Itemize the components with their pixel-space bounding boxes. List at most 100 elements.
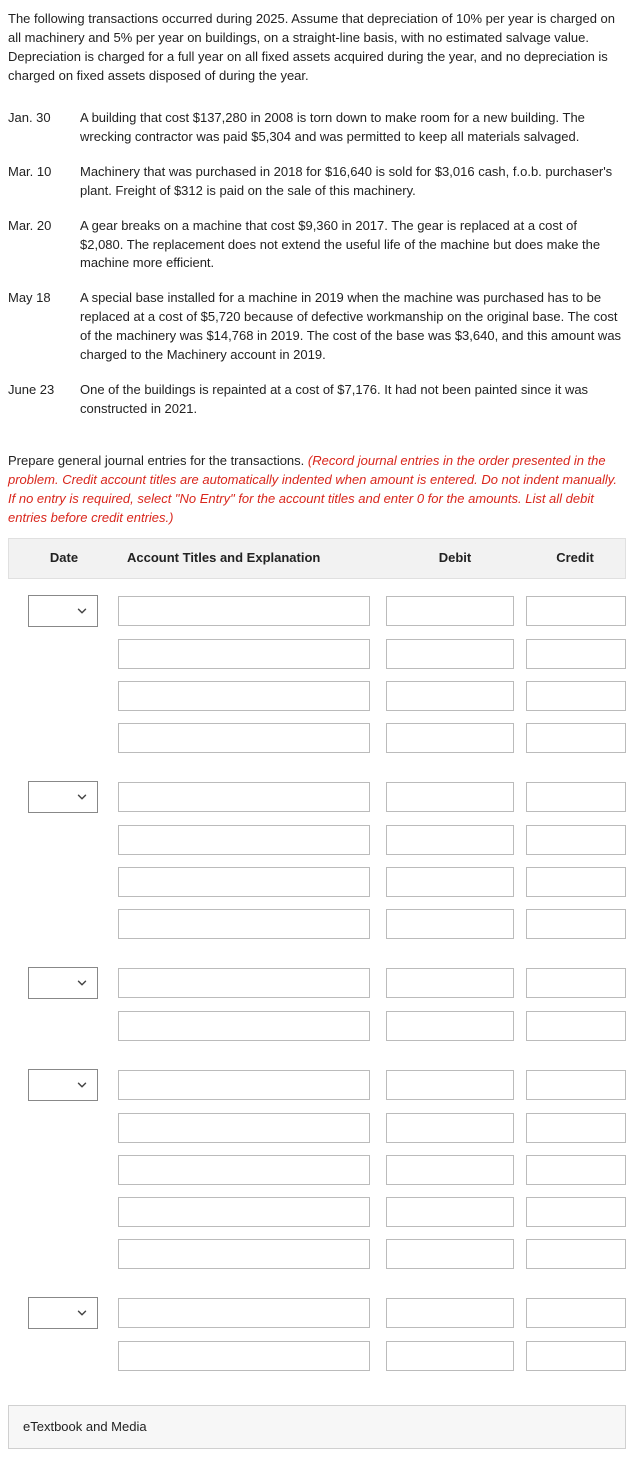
credit-input[interactable] [526,681,626,711]
transaction-row: Mar. 20A gear breaks on a machine that c… [8,211,626,284]
chevron-down-icon [75,604,89,618]
journal-header-row: Date Account Titles and Explanation Debi… [8,538,626,579]
journal-row [8,633,626,675]
credit-input[interactable] [526,1011,626,1041]
account-title-input[interactable] [118,596,370,626]
journal-row [8,1107,626,1149]
chevron-down-icon [75,790,89,804]
date-select[interactable] [28,967,98,999]
account-title-input[interactable] [118,1070,370,1100]
transaction-description: A gear breaks on a machine that cost $9,… [80,211,626,284]
credit-input[interactable] [526,723,626,753]
debit-input[interactable] [386,639,514,669]
date-select[interactable] [28,1297,98,1329]
journal-row [8,775,626,819]
group-separator [8,945,626,961]
account-title-input[interactable] [118,782,370,812]
debit-input[interactable] [386,1011,514,1041]
journal-row [8,589,626,633]
transaction-date: June 23 [8,375,80,429]
credit-input[interactable] [526,1113,626,1143]
intro-paragraph: The following transactions occurred duri… [8,10,626,85]
account-title-input[interactable] [118,639,370,669]
journal-row [8,1335,626,1377]
header-account: Account Titles and Explanation [119,539,385,578]
date-select[interactable] [28,1069,98,1101]
debit-input[interactable] [386,1113,514,1143]
transaction-date: Jan. 30 [8,103,80,157]
debit-input[interactable] [386,1155,514,1185]
chevron-down-icon [75,1078,89,1092]
credit-input[interactable] [526,825,626,855]
account-title-input[interactable] [118,1155,370,1185]
journal-row [8,903,626,945]
account-title-input[interactable] [118,909,370,939]
journal-row [8,1191,626,1233]
account-title-input[interactable] [118,723,370,753]
group-separator [8,759,626,775]
journal-row [8,861,626,903]
account-title-input[interactable] [118,825,370,855]
chevron-down-icon [75,1306,89,1320]
date-select[interactable] [28,595,98,627]
debit-input[interactable] [386,782,514,812]
debit-input[interactable] [386,1298,514,1328]
debit-input[interactable] [386,681,514,711]
credit-input[interactable] [526,867,626,897]
journal-entry-table: Date Account Titles and Explanation Debi… [8,538,626,1377]
debit-input[interactable] [386,723,514,753]
transaction-date: Mar. 20 [8,211,80,284]
account-title-input[interactable] [118,1298,370,1328]
transaction-row: Mar. 10Machinery that was purchased in 2… [8,157,626,211]
account-title-input[interactable] [118,1113,370,1143]
credit-input[interactable] [526,596,626,626]
transaction-row: Jan. 30A building that cost $137,280 in … [8,103,626,157]
credit-input[interactable] [526,782,626,812]
header-date: Date [9,539,119,578]
debit-input[interactable] [386,1070,514,1100]
debit-input[interactable] [386,596,514,626]
transaction-row: June 23One of the buildings is repainted… [8,375,626,429]
debit-input[interactable] [386,1239,514,1269]
credit-input[interactable] [526,968,626,998]
etextbook-media-button[interactable]: eTextbook and Media [8,1405,626,1450]
credit-input[interactable] [526,1341,626,1371]
debit-input[interactable] [386,1341,514,1371]
account-title-input[interactable] [118,1011,370,1041]
instructions: Prepare general journal entries for the … [8,452,626,527]
account-title-input[interactable] [118,968,370,998]
transaction-description: Machinery that was purchased in 2018 for… [80,157,626,211]
journal-row [8,675,626,717]
account-title-input[interactable] [118,1341,370,1371]
instruction-lead: Prepare general journal entries for the … [8,453,308,468]
debit-input[interactable] [386,968,514,998]
debit-input[interactable] [386,1197,514,1227]
account-title-input[interactable] [118,681,370,711]
journal-row [8,1063,626,1107]
debit-input[interactable] [386,909,514,939]
etextbook-label: eTextbook and Media [23,1419,147,1434]
journal-row [8,717,626,759]
credit-input[interactable] [526,1197,626,1227]
transaction-description: A building that cost $137,280 in 2008 is… [80,103,626,157]
account-title-input[interactable] [118,1239,370,1269]
header-debit: Debit [385,539,525,578]
header-credit: Credit [525,539,625,578]
journal-row [8,1291,626,1335]
credit-input[interactable] [526,1155,626,1185]
account-title-input[interactable] [118,867,370,897]
transaction-date: May 18 [8,283,80,374]
debit-input[interactable] [386,867,514,897]
credit-input[interactable] [526,1239,626,1269]
credit-input[interactable] [526,639,626,669]
account-title-input[interactable] [118,1197,370,1227]
transaction-row: May 18A special base installed for a mac… [8,283,626,374]
date-select[interactable] [28,781,98,813]
credit-input[interactable] [526,1070,626,1100]
credit-input[interactable] [526,909,626,939]
journal-row [8,961,626,1005]
transaction-description: A special base installed for a machine i… [80,283,626,374]
debit-input[interactable] [386,825,514,855]
chevron-down-icon [75,976,89,990]
credit-input[interactable] [526,1298,626,1328]
